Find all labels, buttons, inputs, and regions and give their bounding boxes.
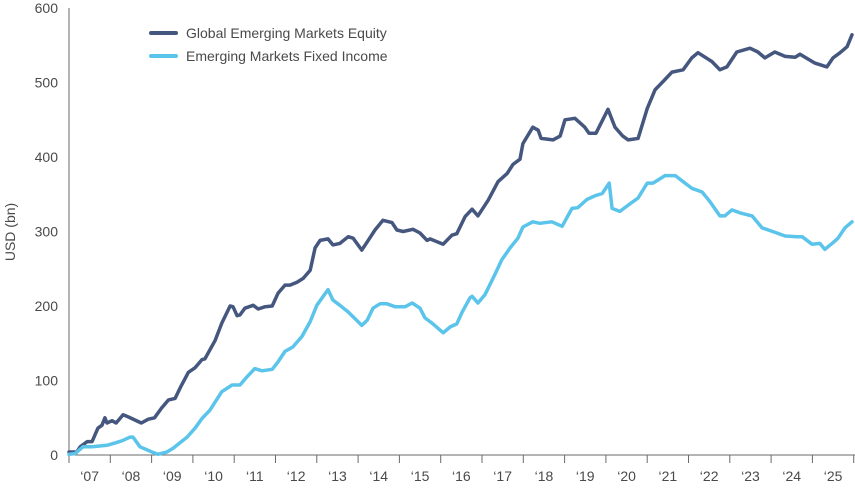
legend-item-fixed-income: Emerging Markets Fixed Income	[149, 48, 388, 64]
series-line-equity	[67, 33, 854, 454]
series-lines	[67, 33, 854, 457]
x-tick-label: ‘13	[328, 468, 347, 484]
x-tick-label: ‘07	[80, 468, 99, 484]
y-tick-label: 300	[35, 224, 59, 240]
x-tick-label: ‘20	[617, 468, 636, 484]
x-tick-label: ‘16	[452, 468, 471, 484]
axes: USD (bn)	[2, 8, 855, 456]
x-tick-label: ‘08	[122, 468, 141, 484]
series-line-fixed-income	[67, 173, 854, 457]
x-tick-label: ‘18	[535, 468, 554, 484]
x-tick-label: ‘24	[782, 468, 801, 484]
x-tick-label: ‘17	[493, 468, 512, 484]
x-tick-label: ‘25	[824, 468, 843, 484]
y-ticks: 0 100 200 300 400 500 600	[35, 0, 59, 463]
x-tick-label: ‘15	[411, 468, 430, 484]
x-tick-label: ‘19	[576, 468, 595, 484]
y-tick-label: 400	[35, 149, 59, 165]
x-tick-label: ‘10	[204, 468, 223, 484]
x-tick-label: ‘14	[369, 468, 388, 484]
legend: Global Emerging Markets Equity Emerging …	[149, 25, 388, 64]
y-tick-label: 100	[35, 373, 59, 389]
x-tick-label: ‘12	[287, 468, 306, 484]
x-ticks: ‘07 ‘08 ‘09 ‘10 ‘11 ‘12 ‘13 ‘14 ‘15 ‘16 ‘17 ‘18 ‘19 ‘…	[68, 455, 855, 484]
y-tick-label: 500	[35, 75, 59, 91]
legend-label-fixed-income: Emerging Markets Fixed Income	[186, 48, 388, 64]
x-tick-label: ‘21	[659, 468, 678, 484]
x-tick-label: ‘23	[741, 468, 760, 484]
x-tick-label: ‘22	[700, 468, 719, 484]
x-tick-label: ‘09	[163, 468, 182, 484]
x-tick-label: ‘11	[246, 468, 264, 484]
y-tick-label: 0	[50, 447, 58, 463]
legend-item-equity: Global Emerging Markets Equity	[149, 25, 387, 41]
y-tick-label: 600	[35, 0, 59, 16]
y-axis-label: USD (bn)	[2, 203, 18, 261]
y-tick-label: 200	[35, 298, 59, 314]
legend-label-equity: Global Emerging Markets Equity	[186, 25, 387, 41]
